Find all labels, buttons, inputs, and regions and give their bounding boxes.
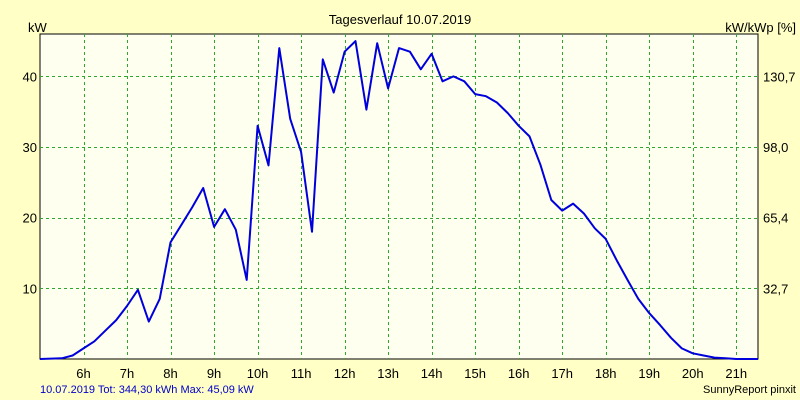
y-tick-label-left: 40 <box>23 69 37 84</box>
y-tick-label-right: 98,0 <box>763 140 788 155</box>
x-tick-label: 14h <box>421 366 443 381</box>
y-tick-label-right: 65,4 <box>763 211 788 226</box>
x-tick-label: 18h <box>595 366 617 381</box>
x-tick-label: 9h <box>207 366 221 381</box>
footer-summary: 10.07.2019 Tot: 344,30 kWh Max: 45,09 kW <box>40 384 254 396</box>
y-axis-label-left: kW <box>28 20 48 35</box>
y-tick-labels-left: 10 20 30 40 <box>23 69 37 296</box>
footer-credit: SunnyReport pinxit <box>703 384 796 396</box>
x-tick-label: 20h <box>682 366 704 381</box>
x-tick-label: 16h <box>508 366 530 381</box>
x-tick-label: 7h <box>120 366 134 381</box>
series-line-power <box>39 40 758 360</box>
series-layer <box>39 40 758 360</box>
x-tick-labels: 6h 7h 8h 9h 10h 11h 12h 13h 14h 15h 16h 17h 18h 19h 20… <box>76 366 747 381</box>
y-tick-label-right: 130,7 <box>763 69 796 84</box>
x-tick-label: 15h <box>464 366 486 381</box>
y-tick-labels-right: 32,7 65,4 98,0 130,7 <box>763 69 796 296</box>
x-tick-label: 17h <box>551 366 573 381</box>
y-tick-label-left: 30 <box>23 140 37 155</box>
x-tick-label: 8h <box>163 366 177 381</box>
y-tick-label-right: 32,7 <box>763 281 788 296</box>
plot-area <box>39 33 759 360</box>
y-axis-label-right: kW/kWp [%] <box>725 20 796 35</box>
chart-title: Tagesverlauf 10.07.2019 <box>329 12 471 27</box>
x-tick-label: 21h <box>725 366 747 381</box>
x-tick-label: 12h <box>334 366 356 381</box>
x-tick-label: 6h <box>76 366 90 381</box>
x-tick-label: 13h <box>377 366 399 381</box>
x-tick-label: 11h <box>291 366 312 381</box>
y-tick-label-left: 20 <box>23 211 37 226</box>
x-tick-label: 19h <box>638 366 660 381</box>
y-tick-label-left: 10 <box>23 281 37 296</box>
x-tick-label: 10h <box>247 366 269 381</box>
